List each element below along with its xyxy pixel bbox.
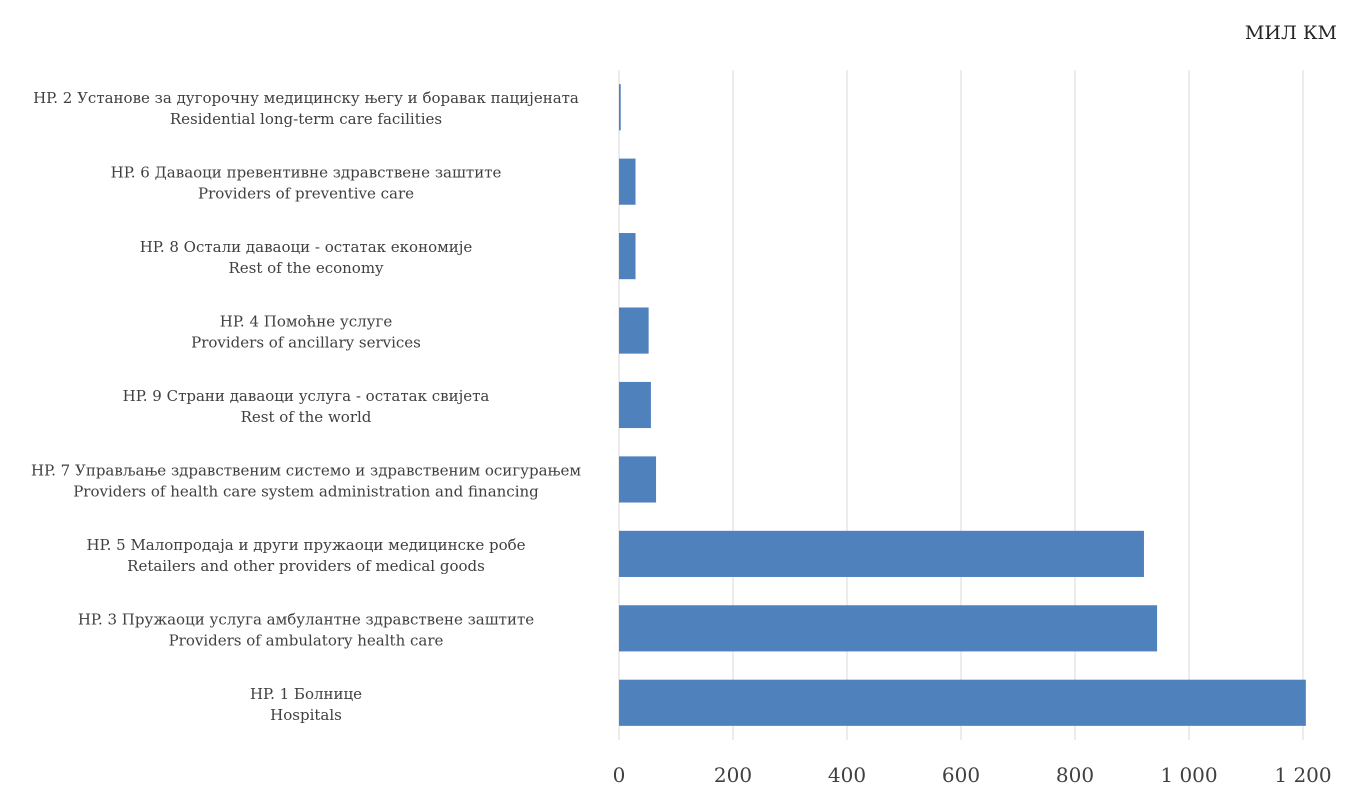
category-label-0-line2: Residential long-term care facilities xyxy=(170,110,442,128)
category-label-6-line2: Retailers and other providers of medical… xyxy=(127,557,485,575)
category-label-1-line2: Providers of preventive care xyxy=(198,185,414,203)
bar-1 xyxy=(619,158,636,205)
bar-2 xyxy=(619,233,636,280)
category-label-3-line1: HP. 4 Помоћне услуге xyxy=(220,313,393,331)
category-labels: HP. 2 Установе за дугорочну медицинску њ… xyxy=(31,89,581,724)
category-label-5-line2: Providers of health care system administ… xyxy=(73,482,539,500)
category-label-8-line2: Hospitals xyxy=(270,706,342,724)
bars xyxy=(619,84,1306,726)
category-label-4-line2: Rest of the world xyxy=(241,408,372,426)
category-label-6-line1: HP. 5 Малопродаја и други пружаоци медиц… xyxy=(86,536,525,554)
x-tick-label-5: 1 000 xyxy=(1160,763,1217,787)
category-label-8-line1: HP. 1 Болнице xyxy=(250,685,362,703)
category-label-7-line1: HP. 3 Пружаоци услуга амбулантне здравст… xyxy=(78,610,534,628)
unit-label: МИЛ КМ xyxy=(1244,22,1337,44)
x-tick-label-0: 0 xyxy=(613,763,626,787)
category-label-4-line1: HP. 9 Страни даваоци услуга - остатак св… xyxy=(123,387,490,405)
category-label-7-line2: Providers of ambulatory health care xyxy=(169,631,444,649)
x-tick-label-1: 200 xyxy=(714,763,752,787)
category-label-2-line1: HP. 8 Остали даваоци - остатак економије xyxy=(140,238,473,256)
bar-7 xyxy=(619,605,1158,652)
x-tick-label-3: 600 xyxy=(942,763,980,787)
bar-8 xyxy=(619,679,1306,726)
bar-0 xyxy=(619,84,621,131)
bar-5 xyxy=(619,456,657,503)
category-label-0-line1: HP. 2 Установе за дугорочну медицинску њ… xyxy=(33,89,579,107)
bar-3 xyxy=(619,307,649,354)
x-tick-label-2: 400 xyxy=(828,763,866,787)
x-tick-label-6: 1 200 xyxy=(1274,763,1331,787)
category-label-1-line1: HP. 6 Даваоци превентивне здравствене за… xyxy=(111,164,502,182)
category-label-5-line1: HP. 7 Управљање здравственим системо и з… xyxy=(31,461,581,479)
x-tick-label-4: 800 xyxy=(1056,763,1094,787)
bar-6 xyxy=(619,530,1144,577)
category-label-3-line2: Providers of ancillary services xyxy=(191,334,421,352)
bar-4 xyxy=(619,381,651,429)
category-label-2-line2: Rest of the economy xyxy=(228,259,384,277)
x-tick-labels: 0 200 400 600 800 1 000 1 200 xyxy=(613,763,1332,787)
